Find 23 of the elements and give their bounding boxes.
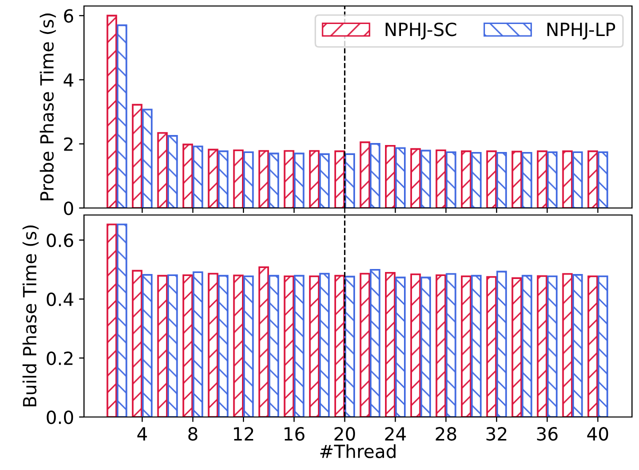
y-tick-label: 0.6 [46, 234, 74, 248]
x-tick-label: 32 [486, 427, 506, 441]
x-tick-label: 24 [385, 427, 406, 440]
y-tick-label: 4 [64, 73, 74, 87]
x-tick-label: 40 [587, 427, 608, 441]
legend-label: NPHJ-LP [547, 22, 616, 40]
x-tick-label: 36 [537, 427, 558, 441]
x-tick-label: 8 [188, 427, 198, 441]
x-tick-label: 4 [137, 427, 147, 440]
x-tick-label: 20 [334, 427, 355, 441]
y-axis-title: Build Phase Time (s) [22, 225, 39, 406]
x-tick-label: 12 [234, 427, 254, 440]
y-tick-label: 0.4 [46, 292, 74, 306]
y-tick-label: 2 [64, 137, 72, 151]
y-tick-label: 0 [64, 201, 74, 216]
x-tick-label: 28 [436, 427, 456, 441]
y-tick-label: 0.0 [46, 410, 74, 424]
legend-label: NPHJ-SC [386, 22, 456, 40]
y-tick-label: 6 [64, 9, 74, 23]
x-axis-title: #Thread [320, 444, 396, 458]
y-axis-title: Probe Phase Time (s) [40, 14, 56, 200]
x-tick-label: 16 [284, 427, 304, 441]
y-tick-label: 0.2 [46, 351, 72, 366]
